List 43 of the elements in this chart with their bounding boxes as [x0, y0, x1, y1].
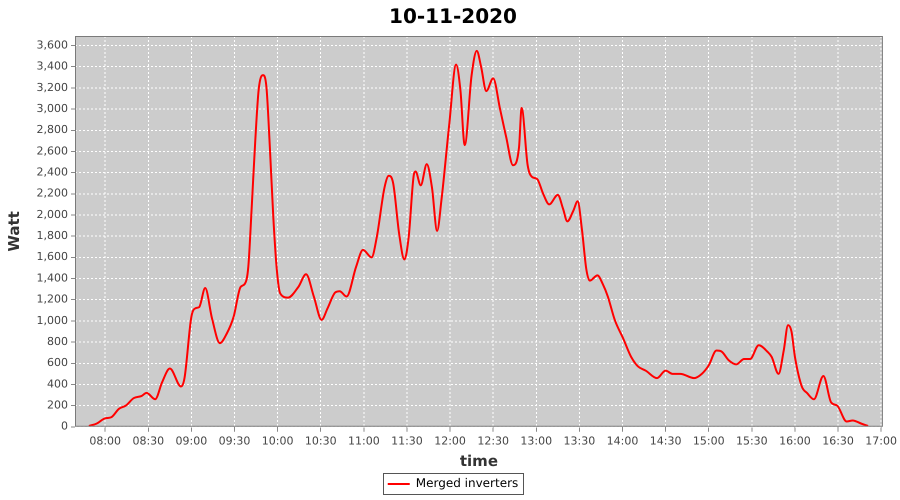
x-tick-label: 16:00 — [779, 434, 811, 448]
x-tick-label: 12:00 — [434, 434, 466, 448]
y-tick-label: 2,000 — [36, 208, 68, 221]
x-tick-label: 12:30 — [477, 434, 510, 448]
y-tick-label: 3,000 — [36, 102, 68, 115]
y-tick-label: 3,200 — [36, 80, 68, 94]
y-tick-label: 400 — [47, 377, 68, 390]
y-tick-label: 1,600 — [36, 250, 68, 264]
y-axis-title: Watt — [4, 211, 23, 252]
y-tick-label: 1,200 — [36, 292, 68, 306]
chart-title: 10-11-2020 — [389, 4, 517, 28]
x-tick-label: 16:30 — [822, 434, 854, 448]
x-tick-label: 15:30 — [736, 434, 768, 448]
x-tick-label: 10:00 — [262, 434, 294, 448]
y-tick-label: 200 — [47, 398, 68, 412]
y-tick-label: 1,800 — [36, 229, 68, 242]
x-tick-label: 13:00 — [520, 434, 552, 448]
x-tick-label: 11:00 — [348, 434, 380, 448]
y-tick-label: 600 — [47, 356, 68, 370]
x-tick-label: 13:30 — [564, 434, 596, 448]
y-tick-label: 2,800 — [36, 123, 68, 136]
y-tick-label: 1,000 — [36, 314, 68, 327]
x-tick-label: 08:00 — [89, 434, 122, 448]
x-tick-label: 10:30 — [304, 434, 337, 448]
x-tick-label: 09:00 — [176, 434, 208, 448]
x-tick-label: 14:30 — [650, 434, 682, 448]
y-tick-label: 1,400 — [36, 271, 68, 284]
y-tick-label: 3,600 — [36, 38, 68, 52]
x-tick-label: 15:00 — [692, 434, 725, 448]
x-tick-label: 11:30 — [391, 434, 423, 448]
x-axis-title: time — [460, 452, 498, 470]
legend-label: Merged inverters — [416, 476, 518, 490]
x-tick-label: 09:30 — [218, 434, 250, 448]
y-tick-label: 2,200 — [36, 186, 68, 200]
x-tick-label: 17:00 — [865, 434, 897, 448]
x-tick-label: 14:00 — [606, 434, 638, 448]
x-tick-label: 08:30 — [132, 434, 164, 448]
line-series — [88, 50, 868, 427]
y-tick-label: 800 — [47, 334, 68, 348]
y-tick-label: 3,400 — [36, 60, 68, 73]
y-tick-label: 0 — [61, 420, 68, 433]
y-tick-label: 2,400 — [36, 165, 68, 178]
y-tick-label: 2,600 — [36, 144, 68, 158]
